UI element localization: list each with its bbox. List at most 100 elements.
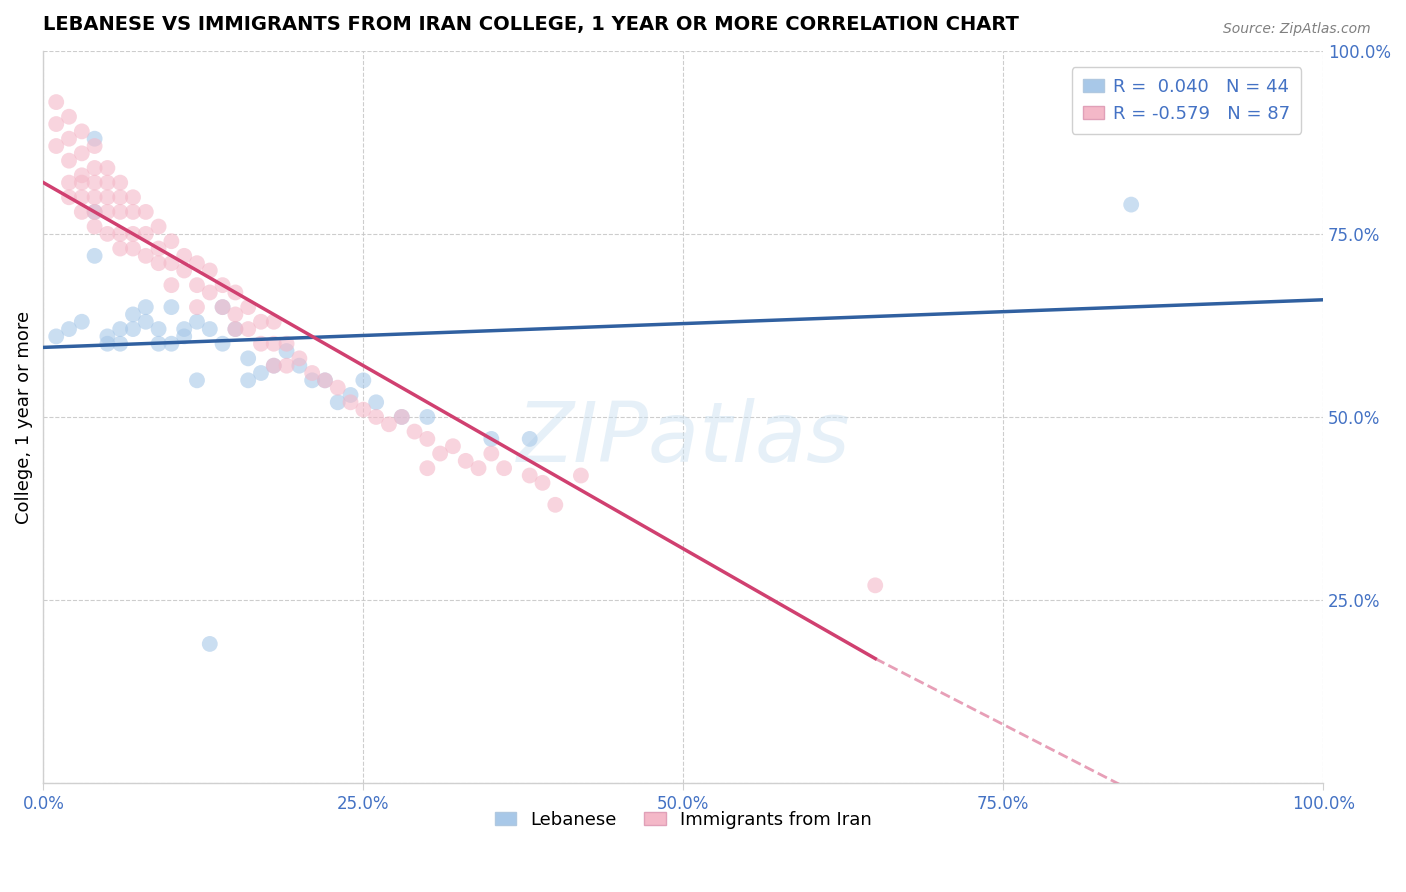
Point	[416, 409, 439, 424]
Point	[238, 351, 260, 366]
Point	[263, 359, 285, 373]
Point	[544, 498, 567, 512]
Point	[198, 263, 221, 277]
Point	[479, 446, 502, 460]
Point	[70, 124, 93, 138]
Point	[211, 300, 233, 314]
Point	[454, 454, 477, 468]
Point	[96, 227, 118, 241]
Point	[96, 190, 118, 204]
Point	[211, 336, 233, 351]
Point	[366, 395, 388, 409]
Point	[122, 227, 145, 241]
Point	[122, 322, 145, 336]
Point	[186, 315, 208, 329]
Point	[429, 446, 451, 460]
Point	[391, 409, 413, 424]
Point	[58, 322, 80, 336]
Point	[83, 176, 105, 190]
Point	[160, 278, 183, 293]
Point	[211, 278, 233, 293]
Point	[250, 336, 273, 351]
Point	[378, 417, 401, 432]
Point	[238, 322, 260, 336]
Point	[519, 468, 541, 483]
Point	[70, 315, 93, 329]
Point	[58, 131, 80, 145]
Point	[83, 131, 105, 145]
Legend: Lebanese, Immigrants from Iran: Lebanese, Immigrants from Iran	[488, 804, 879, 837]
Point	[148, 336, 170, 351]
Point	[135, 315, 157, 329]
Point	[160, 336, 183, 351]
Text: ZIPatlas: ZIPatlas	[516, 399, 851, 479]
Point	[108, 227, 131, 241]
Text: LEBANESE VS IMMIGRANTS FROM IRAN COLLEGE, 1 YEAR OR MORE CORRELATION CHART: LEBANESE VS IMMIGRANTS FROM IRAN COLLEGE…	[44, 15, 1019, 34]
Point	[45, 139, 67, 153]
Point	[70, 190, 93, 204]
Point	[70, 205, 93, 219]
Point	[416, 432, 439, 446]
Point	[224, 308, 246, 322]
Point	[83, 190, 105, 204]
Point	[276, 344, 298, 359]
Point	[467, 461, 489, 475]
Point	[96, 161, 118, 175]
Point	[108, 322, 131, 336]
Point	[108, 336, 131, 351]
Point	[238, 300, 260, 314]
Point	[96, 329, 118, 343]
Point	[263, 315, 285, 329]
Point	[96, 336, 118, 351]
Point	[148, 256, 170, 270]
Point	[108, 176, 131, 190]
Point	[479, 432, 502, 446]
Point	[186, 256, 208, 270]
Point	[238, 373, 260, 387]
Text: Source: ZipAtlas.com: Source: ZipAtlas.com	[1223, 22, 1371, 37]
Point	[45, 117, 67, 131]
Point	[135, 205, 157, 219]
Point	[135, 227, 157, 241]
Point	[339, 395, 361, 409]
Point	[186, 300, 208, 314]
Point	[198, 637, 221, 651]
Point	[224, 322, 246, 336]
Point	[122, 190, 145, 204]
Point	[301, 366, 323, 380]
Point	[186, 373, 208, 387]
Point	[224, 322, 246, 336]
Point	[96, 176, 118, 190]
Point	[186, 278, 208, 293]
Point	[288, 351, 311, 366]
Point	[83, 205, 105, 219]
Point	[58, 176, 80, 190]
Point	[58, 153, 80, 168]
Point	[391, 409, 413, 424]
Point	[404, 425, 426, 439]
Point	[83, 249, 105, 263]
Point	[1121, 197, 1143, 211]
Point	[531, 475, 554, 490]
Point	[173, 329, 195, 343]
Point	[108, 205, 131, 219]
Point	[263, 359, 285, 373]
Point	[173, 249, 195, 263]
Y-axis label: College, 1 year or more: College, 1 year or more	[15, 310, 32, 524]
Point	[160, 300, 183, 314]
Point	[263, 336, 285, 351]
Point	[224, 285, 246, 300]
Point	[70, 169, 93, 183]
Point	[148, 219, 170, 234]
Point	[250, 366, 273, 380]
Point	[173, 263, 195, 277]
Point	[173, 322, 195, 336]
Point	[198, 285, 221, 300]
Point	[160, 256, 183, 270]
Point	[366, 409, 388, 424]
Point	[416, 461, 439, 475]
Point	[70, 146, 93, 161]
Point	[326, 395, 349, 409]
Point	[339, 388, 361, 402]
Point	[122, 242, 145, 256]
